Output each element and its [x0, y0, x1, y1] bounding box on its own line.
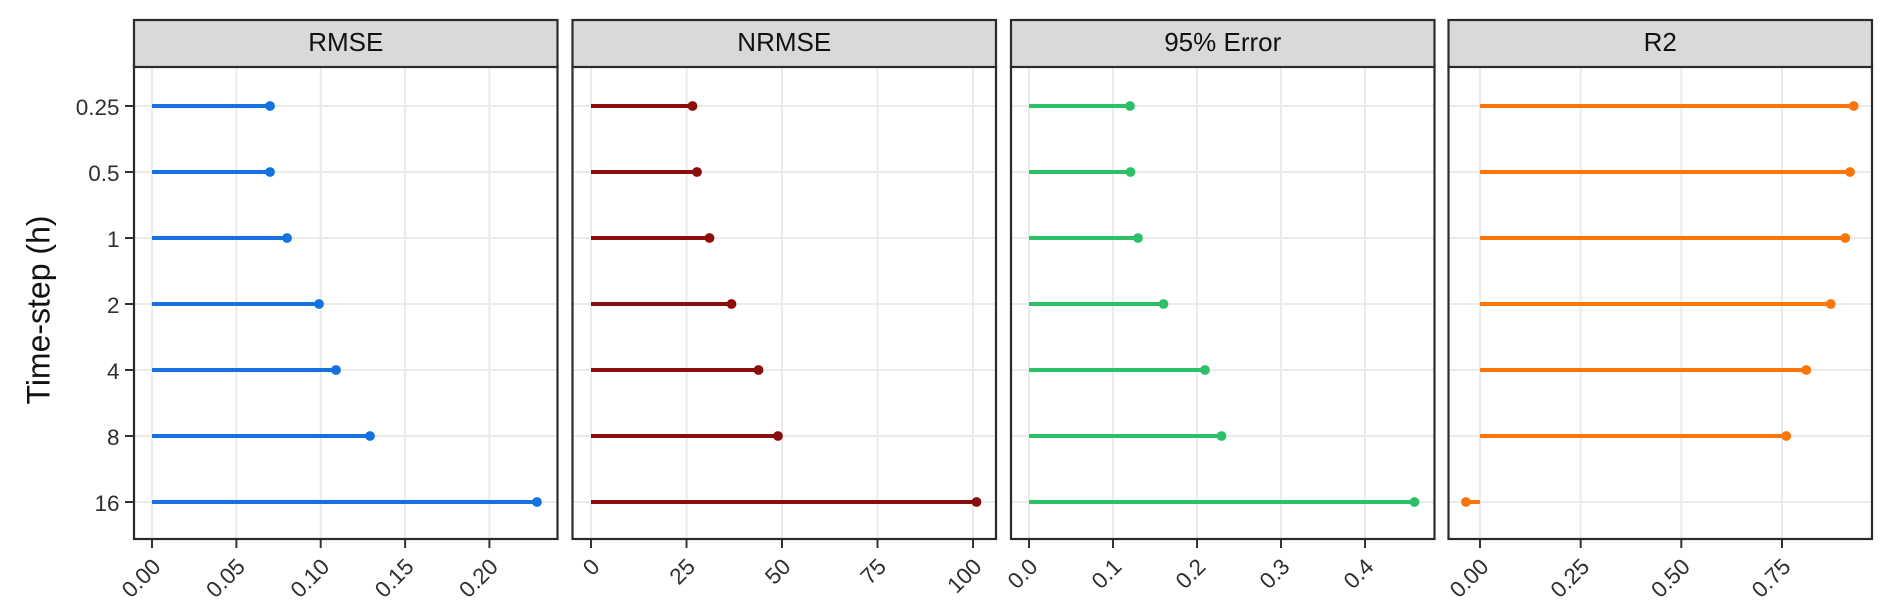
svg-text:0.25: 0.25	[76, 95, 120, 120]
svg-text:1: 1	[107, 227, 120, 252]
svg-text:95% Error: 95% Error	[1164, 27, 1281, 57]
svg-text:Time-step (h): Time-step (h)	[21, 215, 57, 404]
svg-text:16: 16	[94, 491, 119, 516]
svg-text:R2: R2	[1644, 27, 1677, 57]
svg-text:NRMSE: NRMSE	[737, 27, 831, 57]
svg-text:0.5: 0.5	[88, 161, 119, 186]
svg-text:8: 8	[107, 425, 120, 450]
svg-text:4: 4	[107, 359, 120, 384]
svg-text:2: 2	[107, 293, 120, 318]
svg-text:RMSE: RMSE	[308, 27, 383, 57]
